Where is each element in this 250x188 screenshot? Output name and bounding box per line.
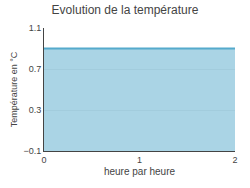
svg-text:heure par heure: heure par heure [104,166,176,177]
svg-text:Température en °C: Température en °C [9,51,19,127]
svg-text:1: 1 [137,155,142,165]
svg-text:2: 2 [232,155,237,165]
svg-text:0: 0 [41,155,46,165]
svg-text:0.7: 0.7 [29,64,42,74]
svg-text:0.3: 0.3 [29,105,42,115]
svg-text:−0.1: −0.1 [23,146,41,156]
svg-text:Evolution de la température: Evolution de la température [52,3,199,17]
svg-text:1.1: 1.1 [29,23,42,33]
